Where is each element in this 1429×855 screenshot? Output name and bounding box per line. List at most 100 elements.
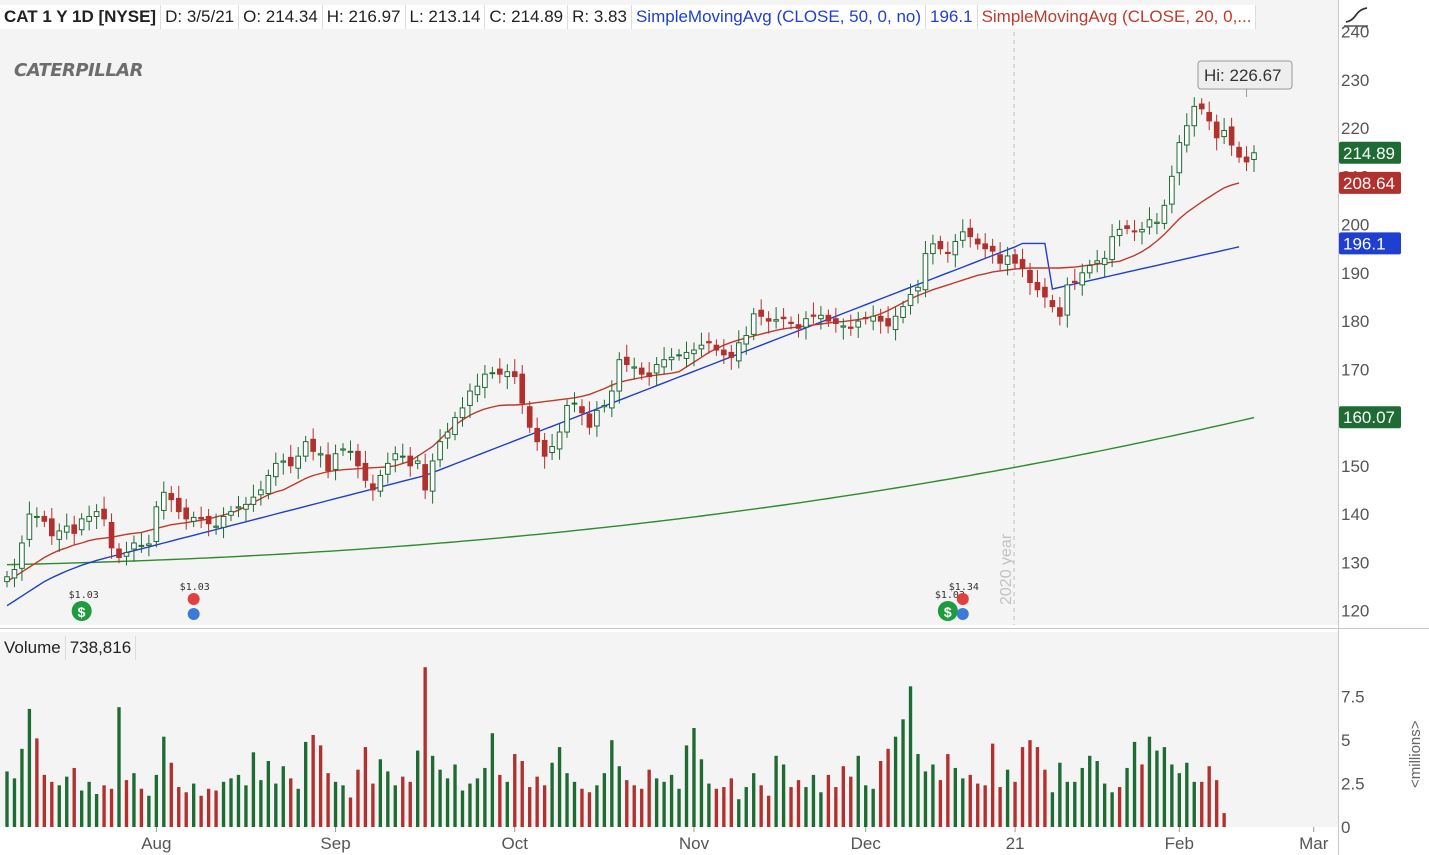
candle-body (78, 518, 85, 531)
volume-bar (35, 738, 39, 827)
symbol-label[interactable]: CAT 1 Y 1D [NYSE] (0, 5, 162, 29)
price-tick-label: 150 (1341, 457, 1369, 476)
volume-bar (1155, 750, 1159, 827)
volume-bar (684, 745, 689, 827)
candle-body (153, 506, 160, 543)
candle-body (250, 496, 257, 505)
candle-body (1213, 121, 1220, 139)
candle-body (1161, 204, 1168, 224)
candle-body (616, 359, 623, 392)
volume-bar (1028, 740, 1032, 827)
candle-body (728, 351, 735, 358)
candle-body (302, 441, 309, 457)
sma20-study-label[interactable]: SimpleMovingAvg (CLOSE, 20, 0,... (977, 5, 1257, 29)
candle-body (1019, 259, 1026, 269)
close-label: C: 214.89 (485, 5, 569, 29)
candle-body (168, 493, 175, 501)
volume-bar (789, 787, 793, 827)
brand-logo: CATERPILLAR (14, 60, 143, 81)
volume-bar (27, 708, 32, 827)
volume-bar (87, 781, 91, 827)
volume-bar (587, 792, 592, 827)
volume-bar (946, 754, 950, 827)
volume-bar (781, 764, 786, 827)
volume-bar (378, 759, 383, 827)
candle-body (160, 491, 167, 511)
candle-body (601, 405, 608, 408)
candle-body (1057, 307, 1063, 317)
candle-body (885, 318, 891, 327)
volume-bar (1162, 747, 1167, 827)
candle-body (668, 356, 675, 361)
candle-body (272, 462, 279, 478)
candle-body (974, 238, 981, 245)
volume-bar (1013, 781, 1017, 827)
candle-body (1176, 142, 1183, 174)
candle-body (459, 407, 466, 419)
candle-body (758, 309, 764, 317)
volume-tick-label: 2.5 (1341, 775, 1365, 794)
volume-bar (535, 776, 539, 827)
sma20-line (6, 182, 1240, 583)
volume-bar (236, 774, 241, 827)
volume-bar (1132, 741, 1137, 827)
earnings-icon (187, 593, 200, 605)
candle-body (1086, 265, 1093, 274)
volume-bar (1088, 755, 1092, 827)
candle-body (1251, 152, 1257, 160)
volume-bar (1005, 769, 1010, 827)
volume-bar (1207, 766, 1211, 827)
volume-bar (386, 771, 390, 827)
sma50-study-label[interactable]: SimpleMovingAvg (CLOSE, 50, 0, no) (631, 5, 927, 29)
candle-body (549, 446, 555, 454)
candle-body (1124, 225, 1130, 229)
volume-bar (714, 788, 719, 827)
volume-bar (505, 781, 509, 827)
candle-body (220, 515, 227, 528)
candle-body (900, 306, 906, 318)
x-tick-label: Dec (851, 834, 882, 853)
candle-body (870, 315, 876, 322)
candle-body (1191, 105, 1198, 127)
candle-body (437, 441, 443, 461)
last-value-badge (1339, 141, 1401, 164)
volume-bar (692, 728, 696, 827)
price-tick-label: 240 (1341, 23, 1369, 42)
candle-body (631, 366, 638, 369)
volume-value: 738,816 (66, 636, 137, 660)
volume-bar (632, 785, 636, 827)
drawing-tool-icon[interactable] (1342, 4, 1370, 30)
candle-body (773, 319, 779, 322)
volume-tick-label: 0 (1341, 818, 1350, 837)
candle-body (146, 543, 152, 546)
volume-bar (1065, 781, 1070, 827)
candle-body (997, 254, 1003, 264)
candle-body (967, 227, 974, 238)
volume-bar (990, 743, 995, 827)
dividend-icon-glyph: $ (78, 604, 86, 620)
candle-body (609, 390, 615, 409)
dividend-label: $1.03 (935, 590, 965, 601)
volume-bar (5, 771, 9, 827)
volume-bar (699, 759, 704, 827)
volume-bar (12, 778, 17, 827)
volume-bar (572, 781, 577, 827)
last-value-badge (1339, 406, 1401, 429)
dividend-icon-glyph: $ (944, 604, 952, 620)
volume-bar (647, 769, 651, 827)
volume-bar (1185, 762, 1189, 827)
candle-body (1094, 260, 1101, 264)
high-label: H: 216.97 (322, 5, 406, 29)
candle-body (355, 450, 361, 467)
volume-bar (931, 764, 935, 827)
volume-bar (565, 773, 569, 827)
volume-bar (445, 778, 450, 827)
volume-bar (1073, 781, 1077, 827)
price-panel (0, 0, 1338, 625)
candle-body (71, 524, 78, 534)
volume-title[interactable]: Volume (0, 636, 66, 660)
candle-body (847, 326, 854, 329)
volume-bar (79, 790, 84, 827)
